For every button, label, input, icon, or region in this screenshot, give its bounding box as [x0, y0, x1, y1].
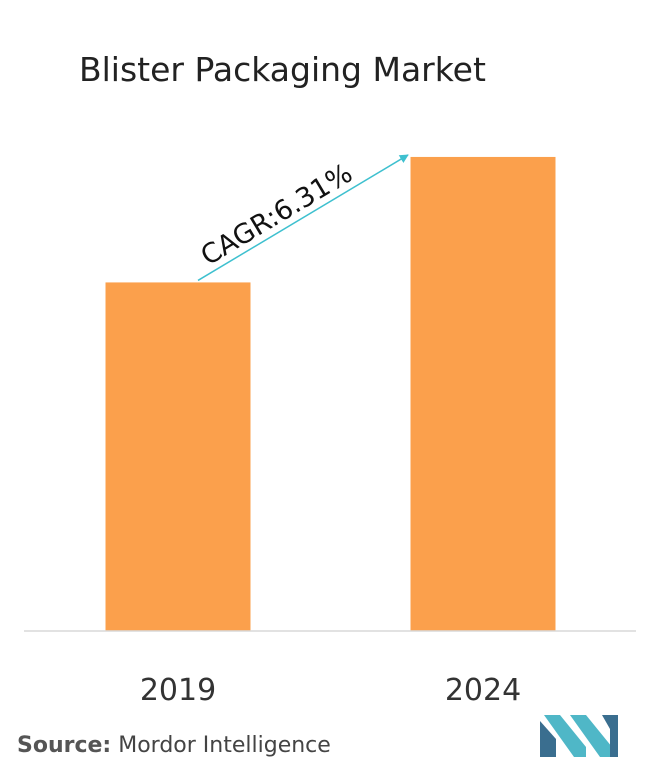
bar-2019	[105, 282, 251, 631]
chart-title: Blister Packaging Market	[79, 50, 486, 89]
source-text: Mordor Intelligence	[118, 733, 331, 758]
source-footer: Source: Mordor Intelligence	[17, 733, 331, 758]
mordor-intelligence-logo-icon	[540, 715, 618, 757]
x-tick-label-2024: 2024	[445, 673, 521, 708]
bar-2024	[410, 156, 556, 631]
cagr-arrow	[197, 154, 409, 282]
cagr-annotation: CAGR:6.31%	[196, 158, 358, 272]
x-tick-label-2019: 2019	[140, 673, 216, 708]
source-label: Source:	[17, 733, 112, 758]
